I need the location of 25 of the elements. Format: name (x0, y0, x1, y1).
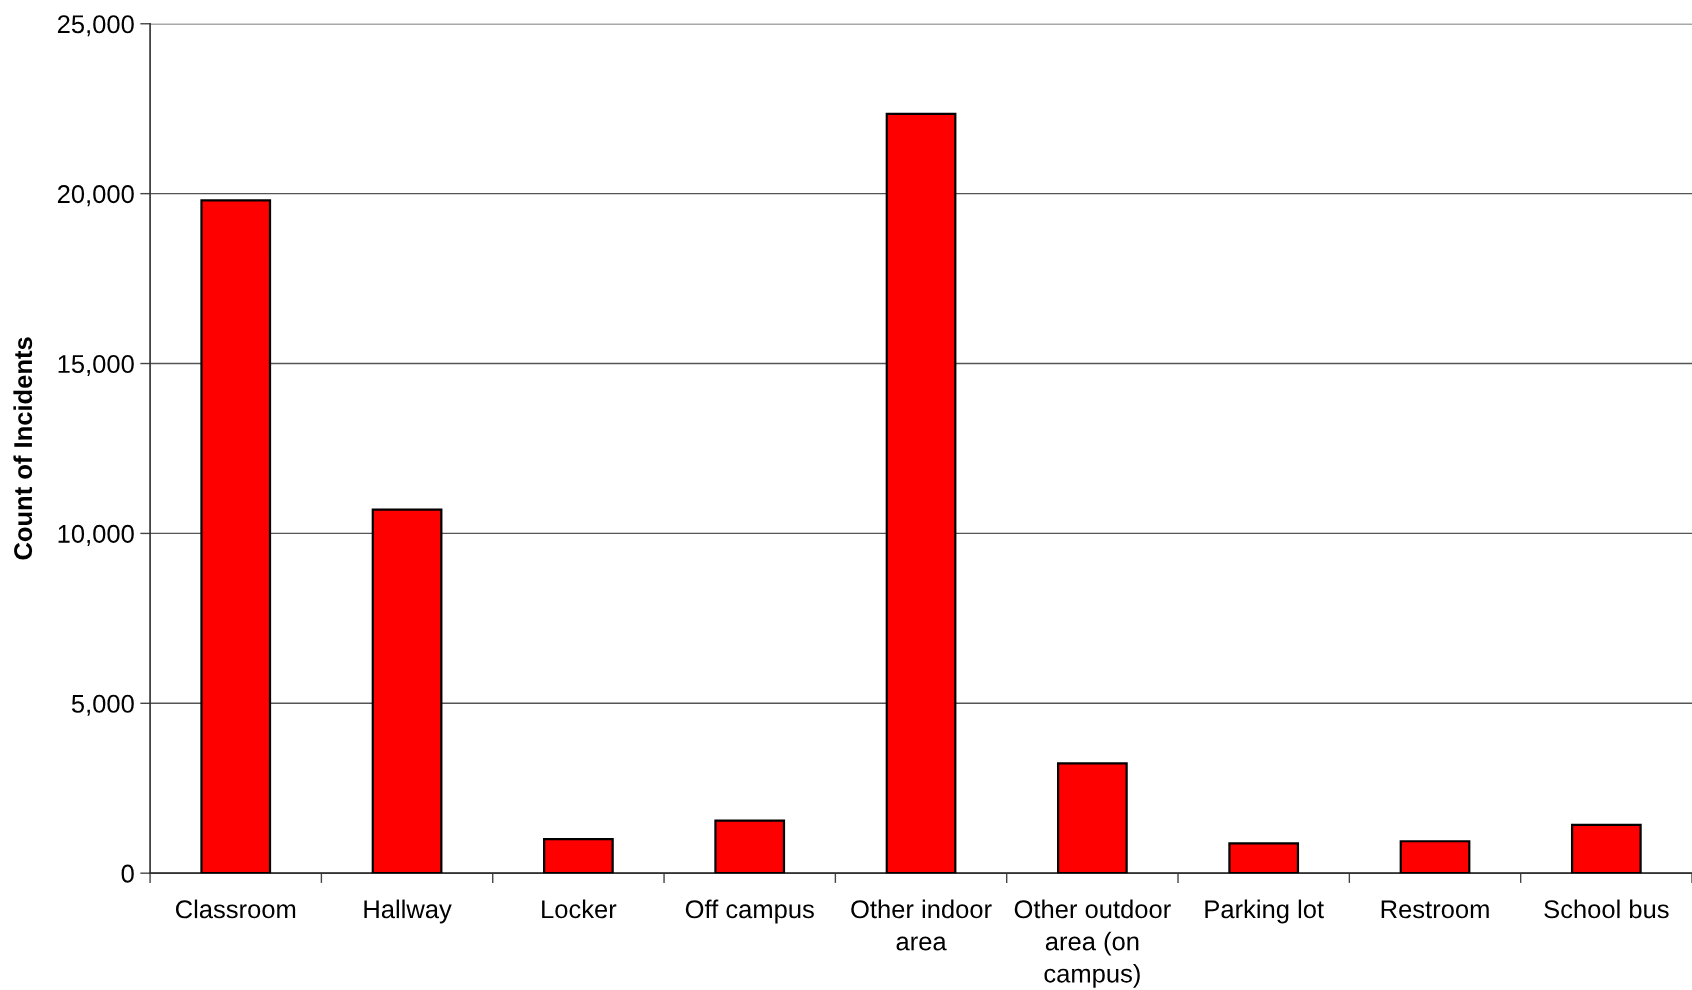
bar (714, 819, 786, 874)
x-tick-label: Locker (542, 899, 617, 919)
y-axis-title: Count of Incidents (13, 337, 33, 560)
y-tick-label: 15,000 (58, 354, 134, 377)
bar (885, 112, 957, 874)
bar (371, 508, 443, 874)
bar (1228, 842, 1300, 874)
y-tick-label: 25,000 (57, 15, 134, 37)
bar (1399, 840, 1471, 874)
x-tick-label: Restroom (1381, 900, 1489, 919)
bar (200, 199, 272, 874)
x-tick-label: Other outdoor area (on campus) (1014, 899, 1171, 988)
y-tick-label: 10,000 (58, 524, 134, 546)
y-tick-label: 20,000 (57, 185, 134, 207)
y-tick-label: 0 (121, 864, 134, 883)
x-tick-label: Hallway (364, 899, 452, 924)
bar (543, 838, 614, 874)
y-tick-label: 5,000 (71, 694, 134, 716)
x-tick-label: Other indoor area (851, 899, 992, 951)
x-tick-label: Parking lot (1205, 899, 1324, 924)
bar (1056, 762, 1128, 874)
x-tick-label: Classroom (175, 899, 296, 919)
x-tick-label: Off campus (685, 899, 814, 924)
bar (1570, 823, 1642, 874)
x-tick-label: School bus (1544, 899, 1669, 919)
